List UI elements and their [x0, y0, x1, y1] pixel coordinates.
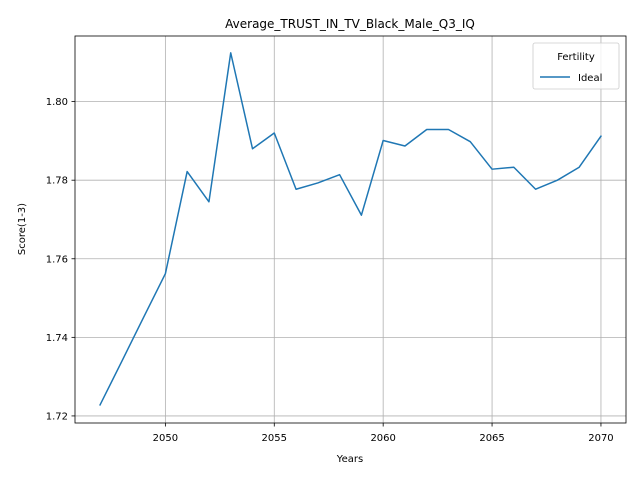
y-tick-label: 1.74	[46, 333, 68, 344]
series-line-ideal	[99, 52, 602, 406]
chart-title: Average_TRUST_IN_TV_Black_Male_Q3_IQ	[225, 17, 475, 31]
grid	[75, 36, 626, 423]
legend-label-ideal: Ideal	[578, 73, 602, 84]
legend-box	[532, 42, 620, 90]
y-tick-label: 1.72	[46, 411, 68, 422]
y-tick-label: 1.80	[46, 97, 68, 108]
series-layer	[99, 52, 602, 406]
y-tick-label: 1.76	[46, 254, 68, 265]
y-axis-label: Score(1-3)	[17, 203, 28, 255]
y-tick-label: 1.78	[46, 176, 68, 187]
legend-title: Fertility	[557, 52, 595, 63]
plot-area-frame	[74, 35, 627, 424]
x-axis-ticks: 2050 2055 2060 2065 2070	[153, 423, 614, 444]
x-tick-label: 2065	[479, 433, 504, 444]
x-tick-label: 2050	[153, 433, 178, 444]
x-tick-label: 2055	[262, 433, 287, 444]
x-tick-label: 2060	[370, 433, 395, 444]
y-axis-ticks: 1.72 1.74 1.76 1.78 1.80	[46, 97, 75, 422]
x-tick-label: 2070	[588, 433, 613, 444]
x-axis-label: Years	[336, 454, 363, 465]
legend: Fertility Ideal	[532, 42, 620, 90]
